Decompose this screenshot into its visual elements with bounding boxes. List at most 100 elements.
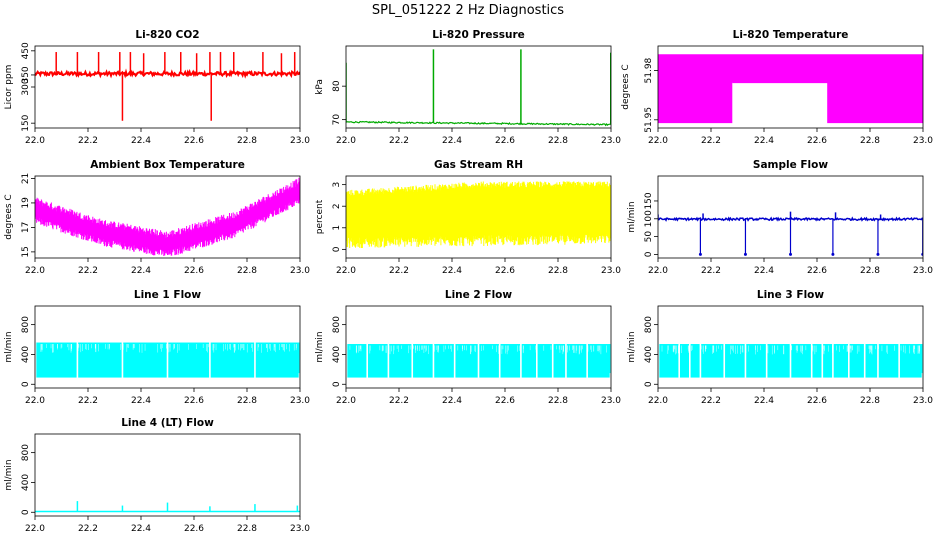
x-tick-label: 23.0 bbox=[601, 266, 621, 276]
x-tick-label: 22.2 bbox=[389, 136, 409, 146]
x-tick-label: 22.4 bbox=[754, 136, 774, 146]
x-tick-label: 22.8 bbox=[860, 396, 880, 406]
plot-frame bbox=[34, 305, 301, 389]
y-tick-label: 800 bbox=[21, 444, 31, 461]
panel-4: Ambient Box Temperature 22.0 22.2 22.4 22.6 2… bbox=[4, 159, 310, 276]
panel-5: Gas Stream RH 22.0 22.2 22.4 22.6 22.8 23.0 0 1 2… bbox=[315, 159, 621, 276]
y-tick-label: 19 bbox=[21, 197, 31, 209]
x-tick-label: 22.4 bbox=[442, 136, 462, 146]
y-axis-label: kPa bbox=[315, 79, 325, 95]
panel-1: Li-820 CO2 22.0 22.2 22.4 22.6 22.8 23.0 150 300… bbox=[4, 29, 310, 146]
x-tick-label: 22.0 bbox=[336, 136, 356, 146]
panel-title: Line 1 Flow bbox=[134, 289, 201, 301]
y-axis-label: ml/min bbox=[315, 331, 325, 362]
x-tick-label: 22.0 bbox=[25, 524, 45, 534]
y-axis-label: ml/min bbox=[4, 459, 14, 490]
y-tick-label: 0 bbox=[21, 509, 31, 515]
y-tick-label: 51.98 bbox=[644, 57, 654, 83]
series-box-temp bbox=[35, 177, 300, 256]
panel-title: Line 4 (LT) Flow bbox=[121, 417, 214, 429]
x-tick-label: 22.4 bbox=[754, 266, 774, 276]
x-tick-label: 23.0 bbox=[601, 136, 621, 146]
series-rh bbox=[346, 181, 611, 248]
y-axis-label: Licor ppm bbox=[4, 65, 14, 110]
y-tick-label: 450 bbox=[21, 42, 31, 59]
dip-point bbox=[921, 252, 923, 256]
x-tick-label: 22.2 bbox=[701, 396, 721, 406]
x-tick-label: 22.6 bbox=[184, 524, 204, 534]
dip-point bbox=[789, 252, 792, 256]
y-tick-label: 150 bbox=[644, 192, 654, 209]
plot-frame bbox=[657, 305, 924, 389]
panel-2: Li-820 Pressure 22.0 22.2 22.4 22.6 22.8 23.0 7… bbox=[315, 29, 621, 146]
x-tick-label: 22.0 bbox=[25, 266, 45, 276]
x-tick-label: 22.6 bbox=[807, 396, 827, 406]
x-tick-label: 22.2 bbox=[78, 136, 98, 146]
panel-title: Li-820 Pressure bbox=[432, 29, 525, 41]
x-tick-label: 23.0 bbox=[913, 136, 933, 146]
y-tick-label: 0 bbox=[644, 251, 654, 257]
x-tick-label: 23.0 bbox=[913, 396, 933, 406]
panel-title: Ambient Box Temperature bbox=[90, 159, 245, 171]
y-tick-label: 0 bbox=[332, 381, 342, 387]
x-tick-label: 22.6 bbox=[184, 266, 204, 276]
panel-title: Line 2 Flow bbox=[445, 289, 512, 301]
x-tick-label: 22.8 bbox=[548, 136, 568, 146]
x-tick-label: 22.4 bbox=[131, 524, 151, 534]
y-tick-label: 80 bbox=[332, 80, 342, 92]
plot-frame bbox=[657, 45, 924, 129]
panel-title: Gas Stream RH bbox=[434, 159, 523, 171]
x-tick-label: 22.2 bbox=[389, 266, 409, 276]
y-tick-label: 400 bbox=[332, 346, 342, 363]
y-tick-label: 2 bbox=[332, 203, 342, 209]
series-co2 bbox=[35, 52, 300, 121]
panel-7: Line 1 Flow 22.0 22.2 22.4 22.6 22.8 23.0 0 400 8… bbox=[4, 289, 310, 406]
panel-title: Li-820 CO2 bbox=[135, 29, 199, 41]
x-tick-label: 22.6 bbox=[495, 396, 515, 406]
x-tick-label: 22.4 bbox=[131, 396, 151, 406]
y-tick-label: 0 bbox=[332, 246, 342, 252]
panel-title: Line 3 Flow bbox=[757, 289, 824, 301]
x-tick-label: 23.0 bbox=[290, 396, 310, 406]
x-tick-label: 23.0 bbox=[601, 396, 621, 406]
x-tick-label: 22.6 bbox=[184, 136, 204, 146]
y-tick-label: 51.95 bbox=[644, 107, 654, 133]
y-tick-label: 800 bbox=[21, 316, 31, 333]
y-axis-label: degrees C bbox=[4, 194, 14, 239]
x-tick-label: 22.2 bbox=[701, 266, 721, 276]
x-tick-label: 22.0 bbox=[336, 266, 356, 276]
panel-6: Sample Flow 22.0 22.2 22.4 22.6 22.8 23.0 0 50 10… bbox=[627, 159, 933, 276]
x-tick-label: 22.0 bbox=[336, 396, 356, 406]
dip-point bbox=[743, 252, 747, 256]
x-tick-label: 22.2 bbox=[78, 524, 98, 534]
y-tick-label: 50 bbox=[644, 231, 654, 243]
y-tick-label: 400 bbox=[21, 474, 31, 491]
y-tick-label: 21 bbox=[21, 173, 31, 184]
x-tick-label: 22.0 bbox=[648, 266, 668, 276]
series-line-2 bbox=[347, 342, 611, 380]
y-axis-label: degrees C bbox=[621, 64, 631, 109]
x-tick-label: 23.0 bbox=[913, 266, 933, 276]
plot-frame bbox=[345, 175, 612, 259]
x-tick-label: 22.4 bbox=[131, 266, 151, 276]
series-temperature bbox=[658, 54, 923, 124]
y-tick-label: 0 bbox=[21, 381, 31, 387]
main-title: SPL_051222 2 Hz Diagnostics bbox=[372, 3, 564, 18]
x-tick-label: 22.6 bbox=[495, 136, 515, 146]
y-tick-label: 800 bbox=[644, 316, 654, 333]
panel-title: Sample Flow bbox=[753, 159, 828, 171]
y-tick-label: 1 bbox=[332, 225, 342, 231]
y-tick-label: 800 bbox=[332, 316, 342, 333]
y-tick-label: 15 bbox=[21, 246, 31, 257]
y-tick-label: 400 bbox=[644, 346, 654, 363]
x-tick-label: 22.6 bbox=[807, 266, 827, 276]
panel-title: Li-820 Temperature bbox=[733, 29, 849, 41]
plot-frame bbox=[34, 175, 301, 259]
dip-point bbox=[831, 252, 835, 256]
x-tick-label: 22.0 bbox=[648, 396, 668, 406]
x-tick-label: 22.6 bbox=[184, 396, 204, 406]
x-tick-label: 23.0 bbox=[290, 524, 310, 534]
plot-frame bbox=[345, 305, 612, 389]
plot-frame bbox=[657, 175, 924, 259]
x-tick-label: 22.8 bbox=[548, 266, 568, 276]
